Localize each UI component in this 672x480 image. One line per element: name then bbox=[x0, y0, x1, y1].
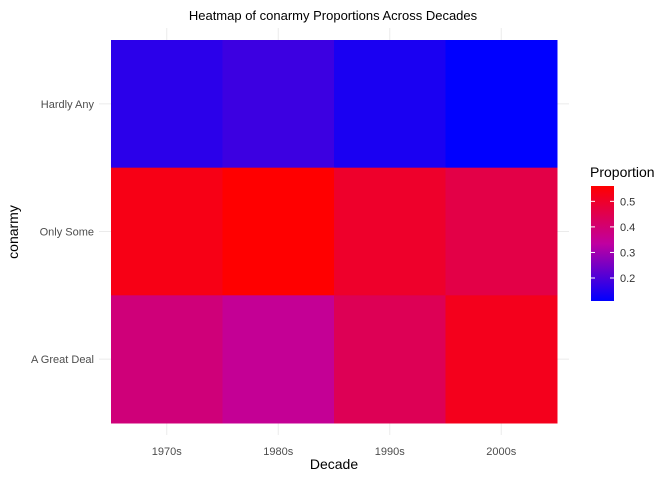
chart-title: Heatmap of conarmy Proportions Across De… bbox=[189, 8, 478, 23]
legend-ticks: 0.2 0.3 0.4 0.5 bbox=[591, 196, 635, 285]
heatmap-cells bbox=[111, 40, 558, 424]
x-tick-label-2000s: 2000s bbox=[486, 446, 516, 458]
legend-tick-label-2: 0.4 bbox=[620, 222, 635, 234]
legend-color-bar bbox=[591, 186, 614, 301]
heatmap-cell-only-some-2000s bbox=[445, 167, 558, 296]
heatmap-cell-only-some-1970s bbox=[111, 167, 223, 296]
x-tick-label-1980s: 1980s bbox=[263, 446, 293, 458]
legend-title: Proportion bbox=[590, 164, 655, 180]
heatmap-cell-a-great-deal-1980s bbox=[222, 295, 335, 424]
legend: Proportion 0.2 0.3 0.4 0.5 bbox=[590, 164, 655, 301]
heatmap-cell-hardly-any-1990s bbox=[334, 40, 446, 169]
heatmap-cell-a-great-deal-1970s bbox=[111, 295, 223, 424]
x-tick-label-1970s: 1970s bbox=[152, 446, 182, 458]
x-tick-labels: 1970s 1980s 1990s 2000s bbox=[152, 446, 517, 458]
heatmap-cell-hardly-any-2000s bbox=[445, 40, 558, 169]
x-axis-title: Decade bbox=[310, 456, 358, 472]
heatmap-cell-a-great-deal-2000s bbox=[445, 295, 558, 424]
y-axis-title: conarmy bbox=[5, 205, 21, 259]
legend-tick-label-0: 0.2 bbox=[620, 273, 635, 285]
legend-tick-label-3: 0.5 bbox=[620, 196, 635, 208]
y-tick-label-hardly-any: Hardly Any bbox=[41, 99, 95, 111]
x-tick-label-1990s: 1990s bbox=[375, 446, 405, 458]
y-tick-label-a-great-deal: A Great Deal bbox=[31, 354, 94, 366]
legend-tick-label-1: 0.3 bbox=[620, 247, 635, 259]
y-tick-labels: Hardly Any Only Some A Great Deal bbox=[31, 99, 94, 366]
y-tick-label-only-some: Only Some bbox=[40, 227, 94, 239]
heatmap-cell-only-some-1980s bbox=[222, 167, 335, 296]
heatmap-cell-a-great-deal-1990s bbox=[334, 295, 446, 424]
heatmap-cell-hardly-any-1980s bbox=[222, 40, 335, 169]
heatmap-cell-hardly-any-1970s bbox=[111, 40, 223, 169]
heatmap-cell-only-some-1990s bbox=[334, 167, 446, 296]
